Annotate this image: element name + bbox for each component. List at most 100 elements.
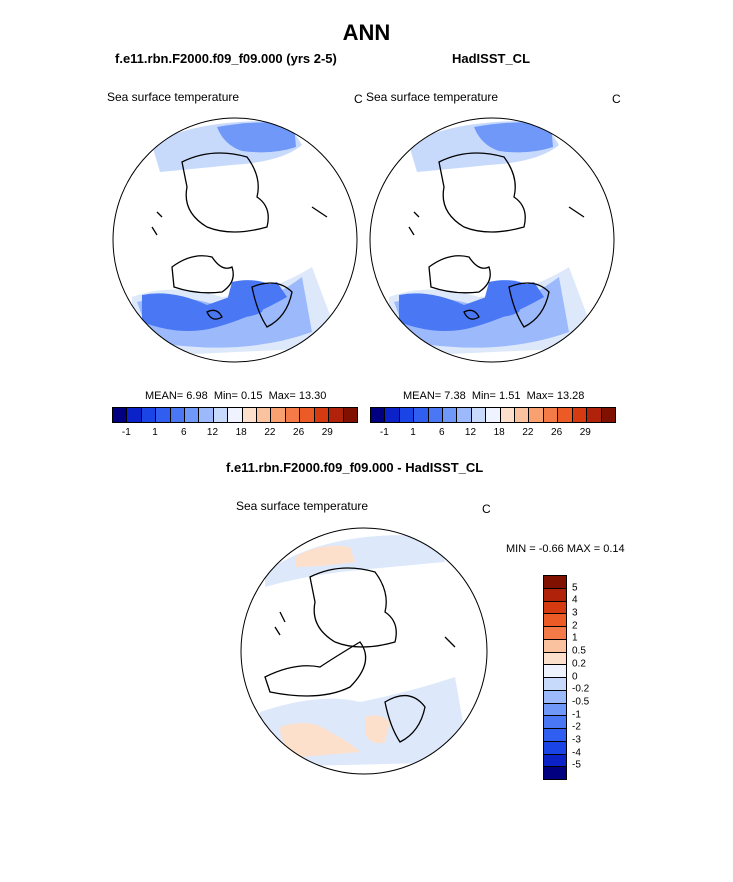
colorbar-swatch: [500, 408, 516, 422]
min-value: 1.51: [499, 390, 521, 402]
colorbar-swatch: [385, 408, 400, 422]
coastlines: [151, 152, 328, 328]
colorbar-left-labels: -1 1 6 12 18 22 26 29: [112, 427, 356, 441]
min-label: Min=: [471, 390, 496, 402]
colorbar-tick-label: 18: [493, 427, 505, 438]
colorbar-swatch: [156, 408, 171, 422]
colorbar-swatch: [544, 741, 566, 755]
colorbar-tick-label: 26: [293, 427, 305, 438]
colorbar-tick-label: 0.5: [572, 645, 586, 657]
colorbar-swatch: [285, 408, 301, 422]
colorbar-swatch: [300, 408, 315, 422]
right-field-label: Sea surface temperature: [366, 90, 499, 104]
colorbar-diff-labels: 5 4 3 2 1 0.5 0.2 0 -0.2 -0.5 -1 -2 -3 -4 -5: [572, 575, 612, 778]
max-value: 13.30: [298, 390, 327, 402]
colorbar-tick-label: 2: [572, 620, 578, 632]
right-case-title: HadISST_CL: [452, 51, 531, 66]
colorbar-tick-label: 29: [579, 427, 591, 438]
left-units: C: [354, 92, 363, 106]
colorbar-swatch: [544, 601, 566, 615]
colorbar-tick-label: -2: [572, 721, 581, 733]
colorbar-swatch: [544, 614, 566, 627]
colorbar-tick-label: 0.2: [572, 658, 586, 670]
colorbar-swatch: [601, 408, 615, 422]
colorbar-swatch: [185, 408, 200, 422]
max-value: 13.28: [556, 390, 585, 402]
right-units: C: [612, 92, 621, 106]
colorbar-swatch: [544, 652, 566, 666]
colorbar-tick-label: 22: [264, 427, 276, 438]
colorbar-tick-label: 12: [464, 427, 477, 438]
diff-field-label: Sea surface temperature: [236, 499, 369, 513]
mean-value: 6.98: [186, 390, 208, 402]
colorbar-tick-label: 1: [572, 632, 578, 644]
colorbar-swatch: [515, 408, 530, 422]
colorbar-swatch: [242, 408, 258, 422]
colorbar-right: [370, 407, 616, 423]
colorbar-tick-label: 1: [410, 427, 416, 438]
polar-map-model: [112, 117, 358, 363]
diff-pacific-pale: [265, 535, 445, 587]
colorbar-swatch: [486, 408, 501, 422]
colorbar-tick-label: 29: [321, 427, 333, 438]
colorbar-tick-label: 3: [572, 607, 578, 619]
colorbar-swatch: [213, 408, 229, 422]
colorbar-swatch: [271, 408, 286, 422]
colorbar-swatch: [544, 754, 566, 768]
mean-value: 7.38: [444, 390, 466, 402]
colorbar-swatch: [113, 408, 128, 422]
min-value: 0.15: [241, 390, 263, 402]
sst-north-pacific-mid: [217, 122, 296, 153]
colorbar-swatch: [558, 408, 573, 422]
diff-minmax: MIN = -0.66 MAX = 0.14: [506, 543, 625, 555]
diff-case-title: f.e11.rbn.F2000.f09_f09.000 - HadISST_CL: [226, 460, 484, 475]
colorbar-diff: [543, 575, 567, 780]
diff-units: C: [482, 502, 491, 516]
colorbar-swatch: [228, 408, 243, 422]
sst-nordic-seas: [481, 280, 529, 317]
colorbar-tick-label: -4: [572, 747, 581, 759]
max-label: Max=: [268, 390, 296, 402]
diff-nordic-warm: [365, 715, 390, 744]
colorbar-tick-label: -3: [572, 734, 581, 746]
colorbar-swatch: [371, 408, 386, 422]
colorbar-tick-label: 18: [235, 427, 247, 438]
colorbar-swatch: [414, 408, 429, 422]
colorbar-swatch: [141, 408, 157, 422]
colorbar-swatch: [572, 408, 588, 422]
colorbar-tick-label: 12: [206, 427, 219, 438]
colorbar-swatch: [544, 678, 566, 691]
coastlines: [264, 567, 456, 743]
colorbar-tick-label: -1: [572, 709, 581, 721]
colorbar-swatch: [544, 576, 566, 589]
colorbar-swatch: [544, 639, 566, 653]
polar-map-difference: [240, 527, 488, 775]
colorbar-swatch: [544, 690, 566, 704]
colorbar-swatch: [544, 703, 566, 717]
mean-label: MEAN=: [145, 390, 184, 402]
polar-map-observed: [369, 117, 615, 363]
colorbar-tick-label: 0: [572, 671, 578, 682]
colorbar-tick-label: -1: [379, 427, 389, 438]
colorbar-swatch: [457, 408, 472, 422]
colorbar-swatch: [544, 627, 566, 640]
colorbar-swatch: [544, 665, 566, 678]
colorbar-swatch: [127, 408, 142, 422]
colorbar-swatch: [399, 408, 415, 422]
min-label: Min=: [213, 390, 238, 402]
colorbar-left: [112, 407, 358, 423]
left-field-label: Sea surface temperature: [107, 90, 240, 104]
colorbar-swatch: [428, 408, 444, 422]
colorbar-swatch: [544, 767, 566, 779]
colorbar-swatch: [529, 408, 544, 422]
mean-label: MEAN=: [403, 390, 442, 402]
colorbar-tick-label: 6: [438, 427, 445, 438]
colorbar-swatch: [443, 408, 458, 422]
colorbar-swatch: [329, 408, 344, 422]
coastlines: [408, 152, 585, 328]
colorbar-swatch: [471, 408, 487, 422]
colorbar-tick-label: 1: [152, 427, 158, 438]
colorbar-tick-label: 5: [572, 582, 578, 594]
left-case-title: f.e11.rbn.F2000.f09_f09.000 (yrs 2-5): [115, 51, 337, 66]
colorbar-tick-label: 4: [572, 594, 578, 606]
